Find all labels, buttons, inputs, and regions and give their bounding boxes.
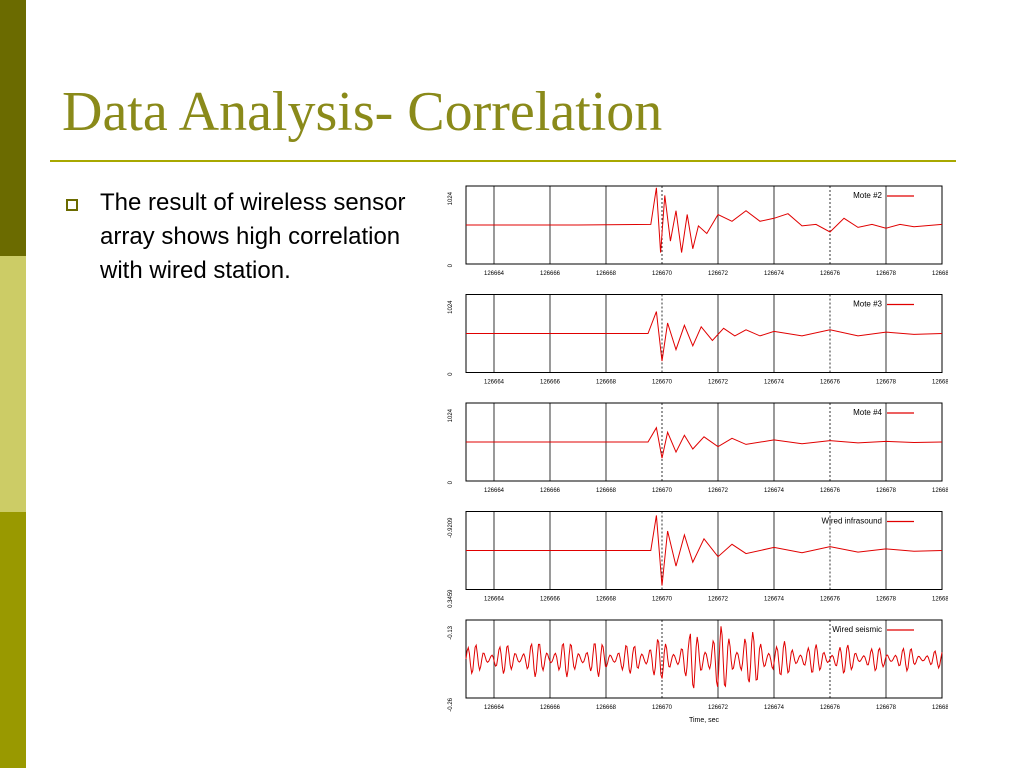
y-tick-label-top: 1024 (448, 408, 454, 422)
bullet-text: The result of wireless sensor array show… (100, 189, 406, 284)
x-tick-label: 126680 (932, 597, 948, 603)
x-tick-label: 126676 (820, 597, 841, 603)
x-tick-label: 126668 (596, 380, 617, 386)
y-tick-label-top: 1024 (448, 300, 454, 314)
x-tick-label: 126674 (764, 705, 785, 711)
x-tick-label: 126678 (876, 488, 897, 494)
x-tick-label: 126668 (596, 597, 617, 603)
x-tick-label: 126666 (540, 597, 561, 603)
legend-label: Mote #2 (853, 191, 882, 200)
x-tick-label: 126678 (876, 597, 897, 603)
slide-title: Data Analysis- Correlation (62, 81, 663, 143)
x-tick-label: 126680 (932, 380, 948, 386)
x-tick-label: 126676 (820, 380, 841, 386)
y-tick-label-bottom: -0.26 (448, 697, 454, 711)
x-tick-label: 126678 (876, 705, 897, 711)
x-tick-label: 126680 (932, 705, 948, 711)
x-tick-label: 126670 (652, 380, 673, 386)
series-line-wired-infrasound (466, 515, 943, 586)
x-tick-label: 126668 (596, 271, 617, 277)
y-tick-label-bottom: 0.3459 (448, 589, 454, 608)
x-tick-label: 126676 (820, 271, 841, 277)
x-tick-label: 126672 (708, 705, 729, 711)
x-tick-label: 126670 (652, 597, 673, 603)
x-tick-label: 126664 (484, 597, 505, 603)
x-tick-label: 126668 (596, 705, 617, 711)
accent-band-top (0, 0, 26, 256)
series-line-wired-seismic (465, 626, 943, 689)
y-tick-label-bottom: 0 (448, 372, 454, 376)
stacked-time-series-charts: 126664 126666 126668 126670 126672 126674 1266… (448, 185, 953, 724)
x-tick-label: 126666 (540, 705, 561, 711)
x-tick-label: 126672 (708, 597, 729, 603)
x-tick-label: 126672 (708, 380, 729, 386)
legend-label: Wired seismic (832, 625, 882, 634)
x-tick-label: 126680 (932, 488, 948, 494)
legend-label: Mote #4 (853, 408, 882, 417)
plot-frame-4 (465, 511, 943, 590)
x-tick-label: 126672 (708, 488, 729, 494)
x-tick-label: 126674 (764, 380, 785, 386)
correlation-figure: 126664 126666 126668 126670 126672 126674 1266… (438, 176, 953, 729)
x-tick-label: 126678 (876, 271, 897, 277)
x-tick-label: 126678 (876, 380, 897, 386)
hollow-square-bullet-icon (66, 199, 78, 211)
x-tick-label: 126676 (820, 488, 841, 494)
series-line-mote-4 (466, 426, 943, 459)
x-tick-label: 126676 (820, 705, 841, 711)
x-tick-label: 126664 (484, 705, 505, 711)
x-tick-label: 126666 (540, 271, 561, 277)
accent-band-middle (0, 256, 26, 512)
x-tick-label: 126674 (764, 488, 785, 494)
y-tick-label-top: -0.13 (448, 625, 454, 639)
x-tick-label: 126664 (484, 488, 505, 494)
x-tick-label: 126674 (764, 271, 785, 277)
x-tick-label: 126668 (596, 488, 617, 494)
x-tick-label: 126680 (932, 271, 948, 277)
y-tick-label-bottom: 0 (448, 263, 454, 267)
legend-label: Mote #3 (853, 300, 882, 309)
x-tick-label: 126672 (708, 271, 729, 277)
y-tick-label-top: 1024 (448, 191, 454, 205)
x-tick-label: 126670 (652, 271, 673, 277)
legend-label: Wired infrasound (822, 517, 882, 526)
x-tick-label: 126670 (652, 705, 673, 711)
y-tick-label-bottom: 0 (448, 480, 454, 484)
accent-band-bottom (0, 512, 26, 768)
x-tick-label: 126666 (540, 380, 561, 386)
title-divider (50, 160, 956, 162)
y-tick-label-top: -0.9209 (448, 517, 454, 538)
series-line-mote-3 (466, 311, 943, 362)
x-axis-label: Time, sec (689, 717, 720, 724)
x-tick-label: 126674 (764, 597, 785, 603)
x-tick-label: 126670 (652, 488, 673, 494)
x-tick-label: 126664 (484, 271, 505, 277)
x-tick-label: 126664 (484, 380, 505, 386)
x-tick-label: 126666 (540, 488, 561, 494)
series-line-mote-2 (466, 187, 943, 253)
plot-frame-2 (465, 294, 943, 373)
